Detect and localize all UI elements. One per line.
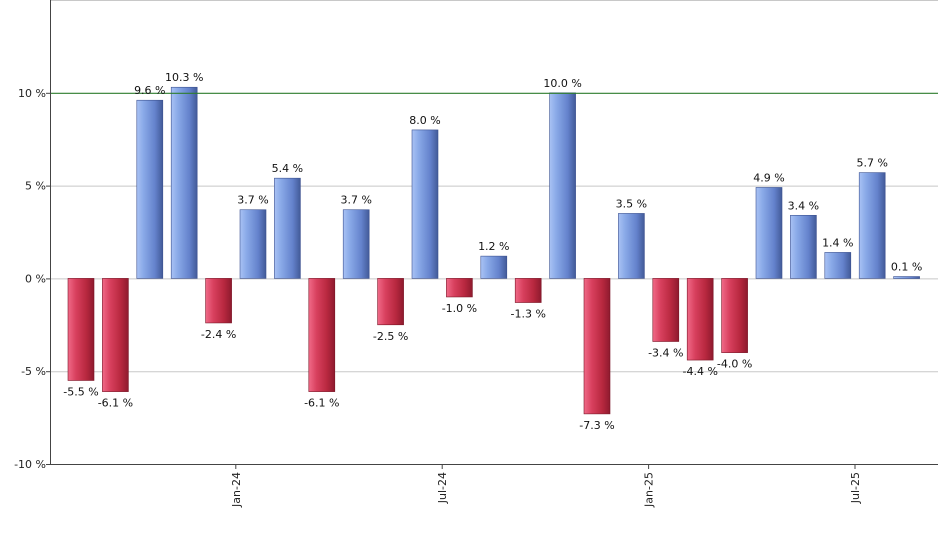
data-label: -2.4 % <box>201 328 236 341</box>
y-tick-label: -10 % <box>14 458 46 471</box>
y-tick-label: 5 % <box>25 180 46 193</box>
bar <box>721 278 748 353</box>
data-label: 8.0 % <box>409 114 440 127</box>
data-label: -7.3 % <box>579 419 614 432</box>
x-tick-label: Jan-25 <box>643 472 656 508</box>
data-label: 3.4 % <box>788 199 819 212</box>
data-label: 3.5 % <box>616 197 647 210</box>
tick-labels: -10 % -5 % 0 % 5 % 10 % Jan-24 Jul-24 Jan-25 Jul… <box>14 87 862 508</box>
bar <box>583 278 611 415</box>
data-label: 1.4 % <box>822 236 853 249</box>
bar <box>308 278 336 392</box>
bar <box>239 209 267 279</box>
bar <box>377 278 404 326</box>
bar <box>342 209 370 279</box>
gridlines <box>50 0 938 373</box>
bar <box>549 92 576 279</box>
data-label: 1.2 % <box>478 240 509 253</box>
data-label: -5.5 % <box>63 385 98 398</box>
bar <box>790 214 817 279</box>
data-label: 4.9 % <box>753 171 784 184</box>
data-label: -1.3 % <box>510 308 545 321</box>
data-label: -1.0 % <box>442 302 477 315</box>
data-label: 0.1 % <box>891 261 922 274</box>
bar <box>411 129 439 279</box>
bar <box>858 172 886 279</box>
bar <box>755 187 783 279</box>
bar <box>893 276 920 279</box>
data-label: -3.4 % <box>648 347 683 360</box>
bar <box>480 255 508 279</box>
data-label: -4.4 % <box>682 365 717 378</box>
bar <box>652 278 680 342</box>
bar <box>618 213 645 279</box>
bar <box>67 278 95 381</box>
y-tick-label: 10 % <box>18 87 46 100</box>
data-label: 5.7 % <box>856 157 887 170</box>
bar <box>446 278 473 298</box>
data-label: 3.7 % <box>237 194 268 207</box>
y-tick-label: -5 % <box>21 365 46 378</box>
data-label: -2.5 % <box>373 330 408 343</box>
bar <box>205 278 232 324</box>
x-tick-label: Jan-24 <box>230 472 243 508</box>
bar <box>824 252 852 279</box>
data-labels: -5.5 %-6.1 %9.6 %10.3 %-2.4 %3.7 %5.4 %-… <box>63 71 922 432</box>
data-label: 9.6 % <box>134 84 165 97</box>
x-tick-label: Jul-25 <box>849 472 862 504</box>
data-label: 5.4 % <box>272 162 303 175</box>
data-label: -6.1 % <box>98 397 133 410</box>
bar <box>686 278 714 361</box>
data-label: 10.3 % <box>165 71 203 84</box>
bar <box>170 86 198 279</box>
data-label: 10.0 % <box>543 77 581 90</box>
bar <box>274 177 301 279</box>
x-tick-label: Jul-24 <box>436 472 449 504</box>
bar <box>136 99 164 279</box>
bars <box>67 86 920 415</box>
data-label: -6.1 % <box>304 397 339 410</box>
axes <box>46 0 938 469</box>
data-label: 3.7 % <box>340 194 371 207</box>
data-label: -4.0 % <box>717 358 752 371</box>
bar <box>102 278 129 392</box>
y-tick-label: 0 % <box>25 272 46 285</box>
bar <box>514 278 542 303</box>
